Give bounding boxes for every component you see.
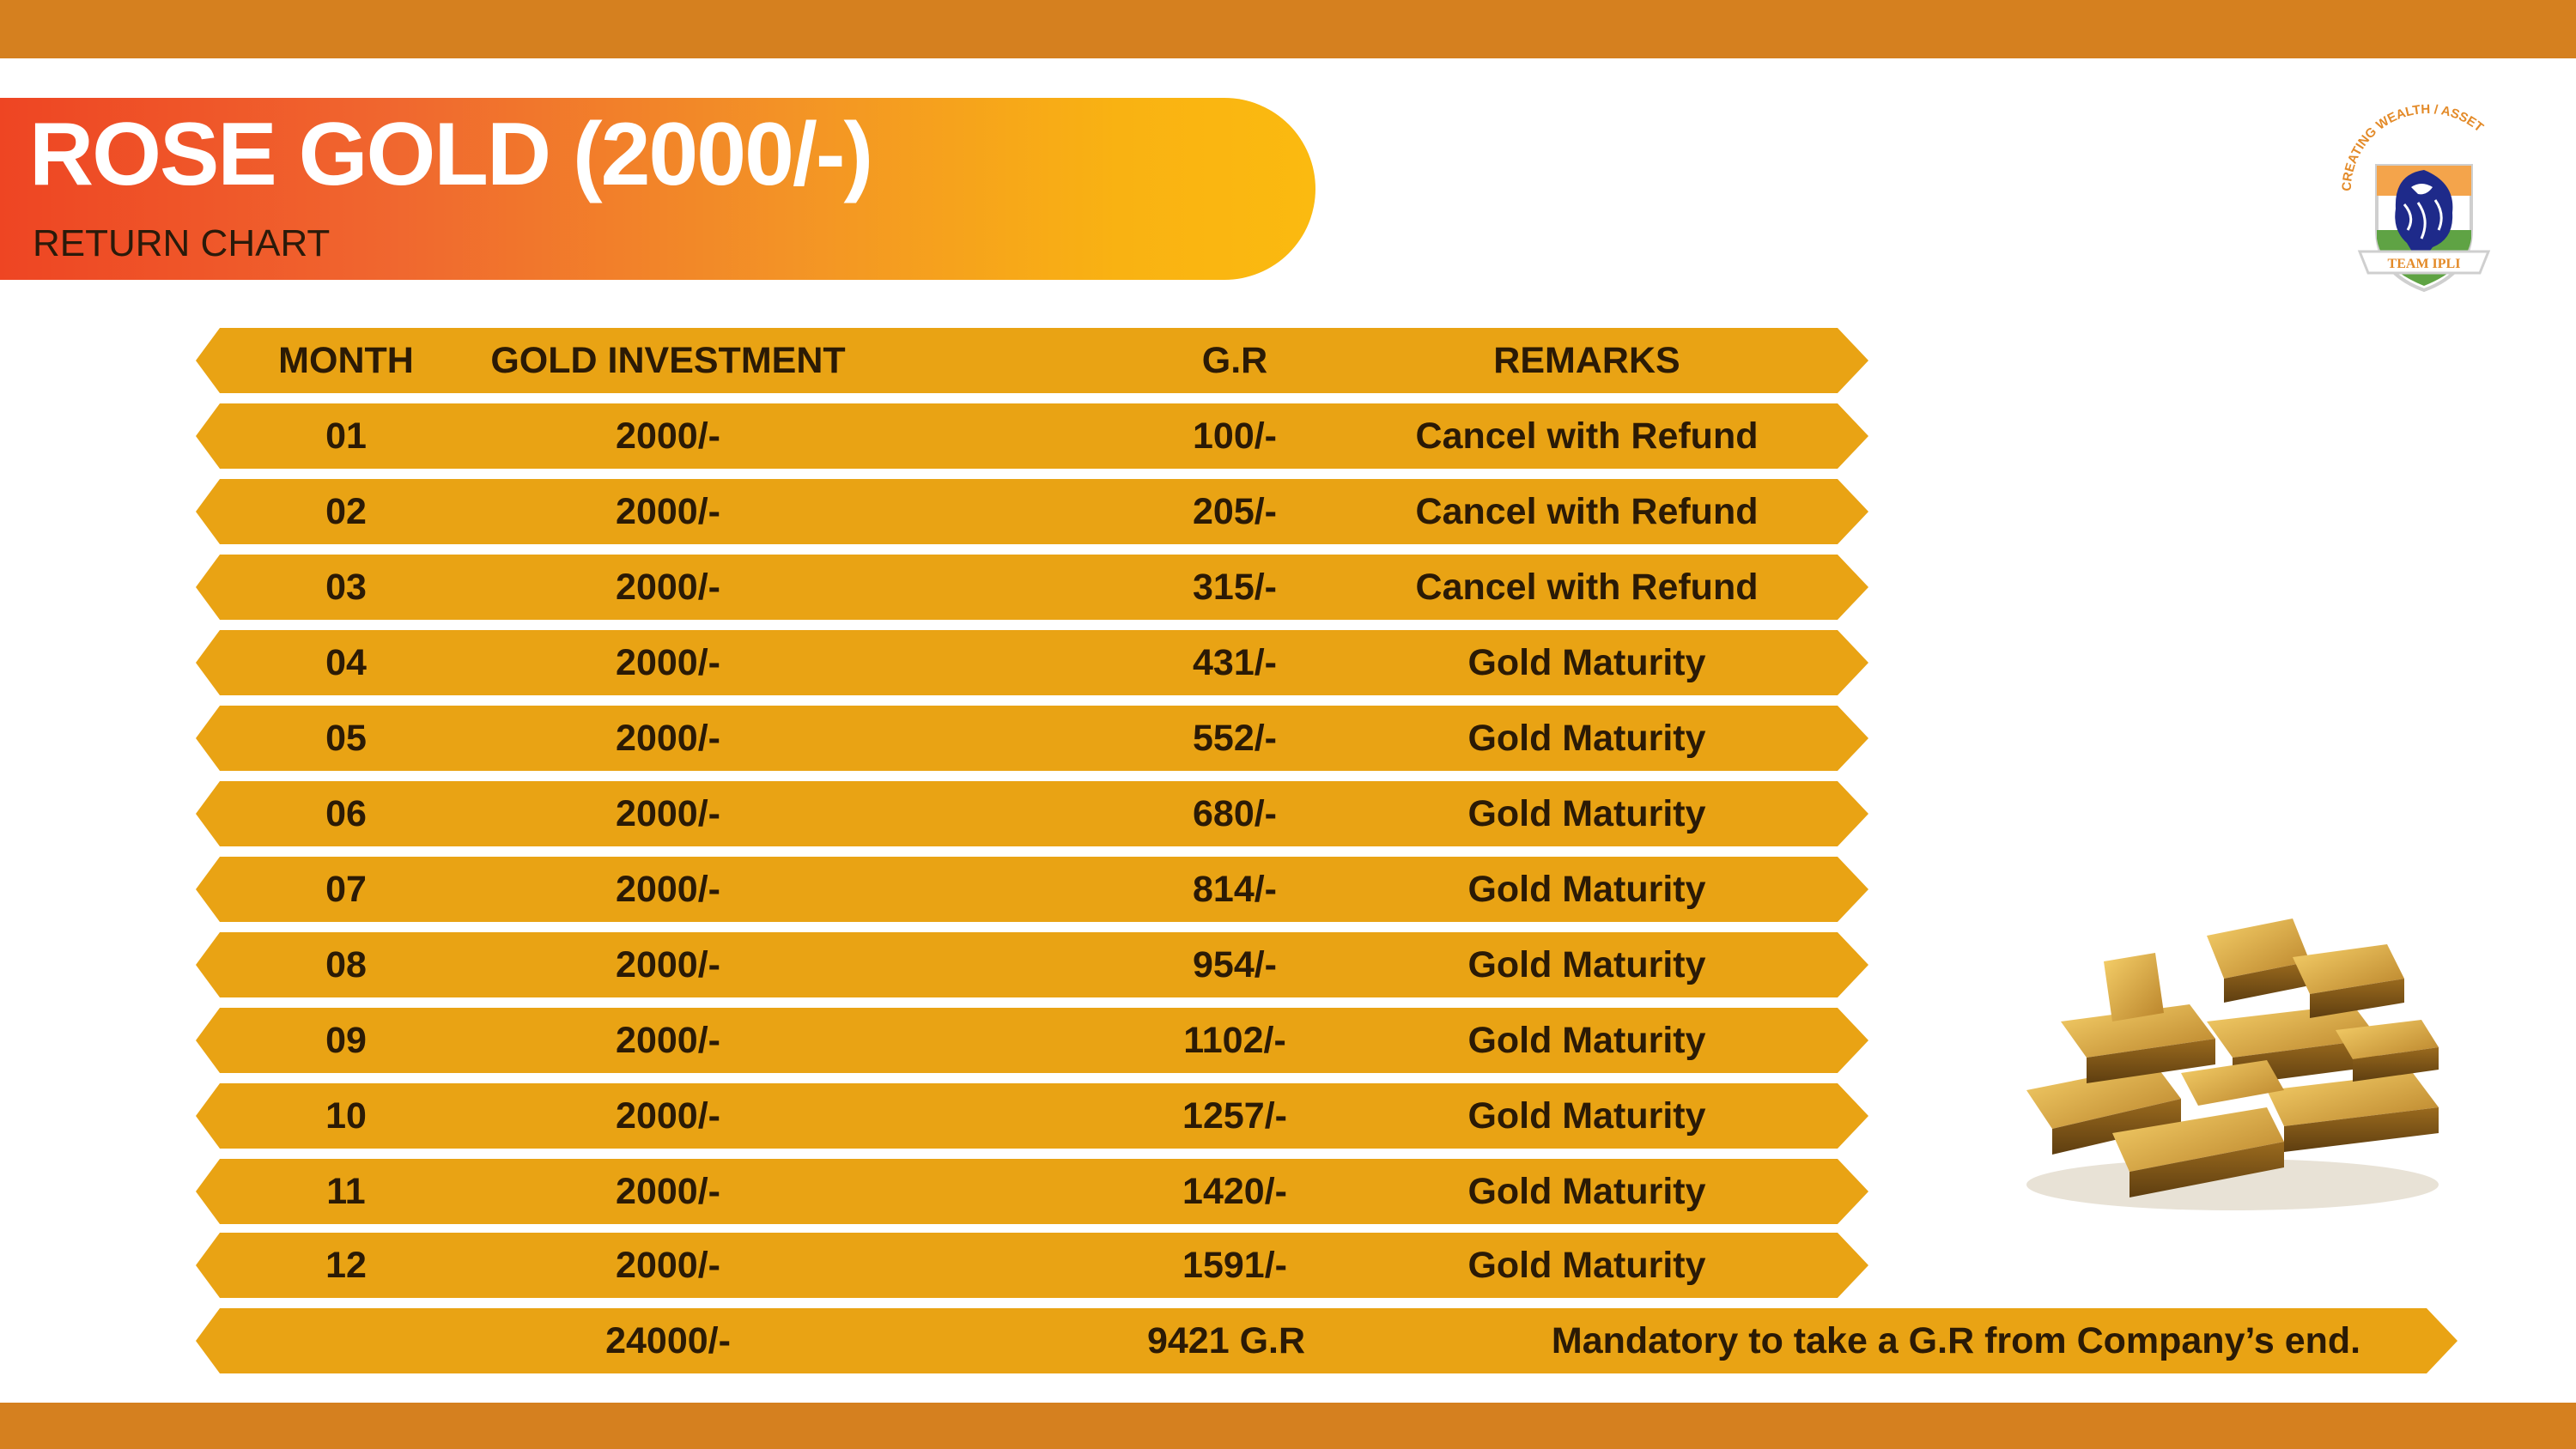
investment-cell: 2000/-	[616, 792, 720, 834]
table-row: 08 2000/- 954/- Gold Maturity	[196, 932, 1868, 997]
table-row: 06 2000/- 680/- Gold Maturity	[196, 781, 1868, 846]
table-header-row: MONTH GOLD INVESTMENT G.R REMARKS	[196, 328, 1868, 393]
month-cell: 03	[325, 566, 367, 608]
gr-cell: 680/-	[1192, 792, 1277, 834]
month-cell: 04	[325, 641, 367, 683]
investment-cell: 2000/-	[616, 1019, 720, 1061]
month-cell: 02	[325, 490, 367, 532]
month-cell: 11	[326, 1170, 366, 1212]
table-row: 01 2000/- 100/- Cancel with Refund	[196, 403, 1868, 469]
investment-cell: 2000/-	[616, 566, 720, 608]
header-remarks: REMARKS	[1493, 339, 1680, 381]
gr-cell: 1420/-	[1182, 1170, 1287, 1212]
gr-cell: 100/-	[1192, 415, 1277, 457]
total-gr: 9421 G.R	[1146, 1319, 1306, 1361]
investment-cell: 2000/-	[616, 717, 720, 759]
top-band	[0, 0, 2576, 58]
table-row: 12 2000/- 1591/- Gold Maturity	[196, 1233, 1868, 1298]
team-logo: CREATING WEALTH / ASSET TEAM IPLI	[2340, 102, 2491, 293]
investment-cell: 2000/-	[616, 1244, 720, 1286]
table-row: 05 2000/- 552/- Gold Maturity	[196, 706, 1868, 771]
gr-cell: 1257/-	[1182, 1094, 1287, 1137]
remarks-cell: Cancel with Refund	[1415, 566, 1759, 608]
header-investment: GOLD INVESTMENT	[490, 339, 846, 381]
table-row: 04 2000/- 431/- Gold Maturity	[196, 630, 1868, 695]
investment-cell: 2000/-	[616, 490, 720, 532]
table-row: 02 2000/- 205/- Cancel with Refund	[196, 479, 1868, 544]
total-remarks: Mandatory to take a G.R from Company’s e…	[1551, 1319, 2361, 1361]
remarks-cell: Cancel with Refund	[1415, 490, 1759, 532]
gr-cell: 814/-	[1192, 868, 1277, 910]
gr-cell: 954/-	[1192, 943, 1277, 985]
gr-cell: 431/-	[1192, 641, 1277, 683]
investment-cell: 2000/-	[616, 868, 720, 910]
remarks-cell: Gold Maturity	[1467, 792, 1706, 834]
remarks-cell: Gold Maturity	[1467, 943, 1706, 985]
remarks-cell: Gold Maturity	[1467, 868, 1706, 910]
lion-head-shield-icon	[2375, 164, 2473, 293]
month-cell: 07	[325, 868, 367, 910]
gr-cell: 315/-	[1192, 566, 1277, 608]
remarks-cell: Gold Maturity	[1467, 1019, 1706, 1061]
month-cell: 09	[325, 1019, 367, 1061]
table-row: 11 2000/- 1420/- Gold Maturity	[196, 1159, 1868, 1224]
gold-bars-pile-icon	[2026, 919, 2439, 1210]
remarks-cell: Gold Maturity	[1467, 1244, 1706, 1286]
page-title: ROSE GOLD (2000/-)	[29, 105, 873, 204]
remarks-cell: Cancel with Refund	[1415, 415, 1759, 457]
header-gr: G.R	[1201, 339, 1268, 381]
investment-cell: 2000/-	[616, 641, 720, 683]
remarks-cell: Gold Maturity	[1467, 717, 1706, 759]
month-cell: 06	[325, 792, 367, 834]
table-row: 03 2000/- 315/- Cancel with Refund	[196, 555, 1868, 620]
month-cell: 12	[325, 1244, 367, 1286]
total-investment: 24000/-	[605, 1319, 731, 1361]
investment-cell: 2000/-	[616, 415, 720, 457]
gr-cell: 552/-	[1192, 717, 1277, 759]
remarks-cell: Gold Maturity	[1467, 641, 1706, 683]
table-row: 09 2000/- 1102/- Gold Maturity	[196, 1008, 1868, 1073]
page-subtitle: RETURN CHART	[33, 222, 331, 264]
table-row: 10 2000/- 1257/- Gold Maturity	[196, 1083, 1868, 1149]
bottom-band	[0, 1403, 2576, 1449]
investment-cell: 2000/-	[616, 1170, 720, 1212]
investment-cell: 2000/-	[616, 943, 720, 985]
header-month: MONTH	[278, 339, 414, 381]
remarks-cell: Gold Maturity	[1467, 1170, 1706, 1212]
month-cell: 08	[325, 943, 367, 985]
gr-cell: 205/-	[1192, 490, 1277, 532]
logo-banner-text: TEAM IPLI	[2388, 257, 2461, 271]
investment-cell: 2000/-	[616, 1094, 720, 1137]
table-total-row: 24000/- 9421 G.R Mandatory to take a G.R…	[196, 1308, 2458, 1373]
table-row: 07 2000/- 814/- Gold Maturity	[196, 857, 1868, 922]
gr-cell: 1102/-	[1183, 1019, 1286, 1061]
remarks-cell: Gold Maturity	[1467, 1094, 1706, 1137]
month-cell: 05	[325, 717, 367, 759]
title-banner	[0, 98, 1315, 280]
month-cell: 01	[325, 415, 367, 457]
gr-cell: 1591/-	[1182, 1244, 1287, 1286]
month-cell: 10	[325, 1094, 367, 1137]
